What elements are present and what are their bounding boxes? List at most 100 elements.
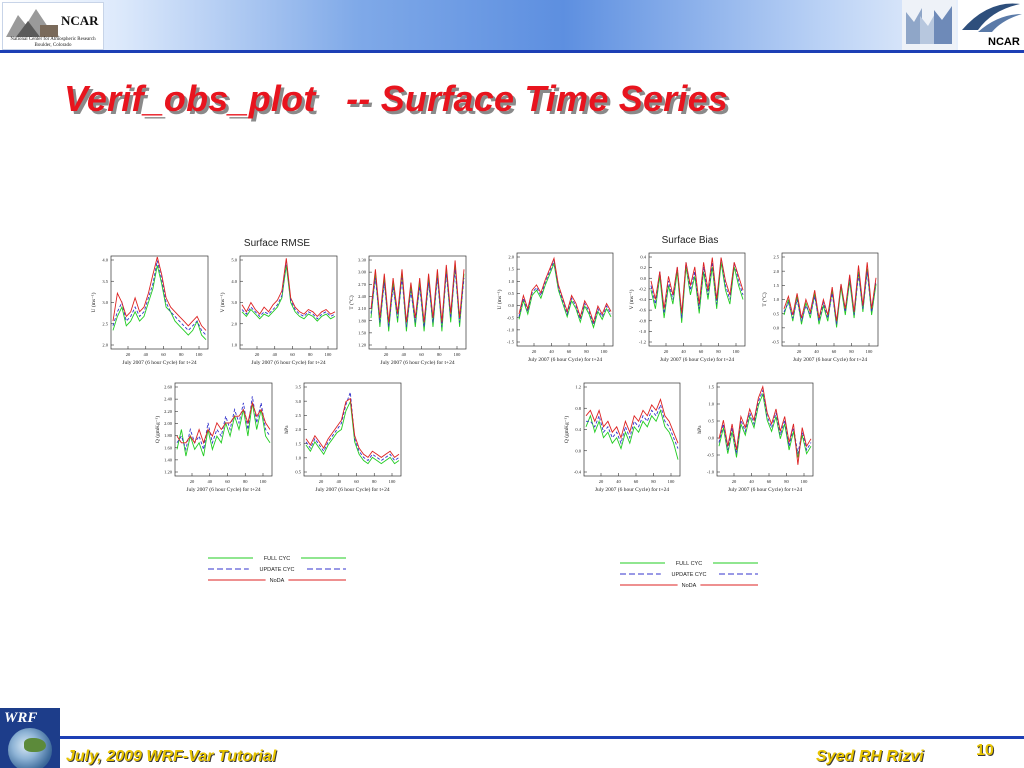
y-tick-label: 0.4 [640,255,646,260]
y-tick-label: 1.50 [358,330,367,335]
x-tick-label: 20 [732,479,737,484]
y-tick-label: -0.8 [639,318,647,323]
y-tick-label: 0.0 [508,303,514,308]
legend-label: UPDATE CYC [671,572,706,578]
series-line-noda [585,397,679,444]
panel-Q-bias: 1.2 0.8 0.4 0.0 -0.4 20 40 60 80 100 July 2007 (6 … [563,382,681,493]
y-tick-label: 2.0 [102,343,108,348]
ncar-box [958,0,1024,50]
page-title: Verif_obs_plot -- Surface Time Series [64,78,729,119]
y-axis-label: U (ms⁻¹) [496,289,503,309]
y-axis-label: Q (gmKg⁻¹) [154,416,161,443]
x-tick-label: 80 [784,479,789,484]
x-tick-label: 100 [454,352,462,357]
y-tick-label: 1.80 [164,433,173,438]
legend-label-bg [660,570,718,578]
legend-label: FULL CYC [676,561,702,567]
x-tick-label: 80 [243,479,248,484]
y-tick-label: 4.0 [231,279,237,284]
x-tick-label: 60 [767,479,772,484]
series-line-noda [370,260,465,323]
plot-frame [303,382,402,477]
chart-group-1: Surface RMSE 4.0 3.5 3.0 2.5 2.0 20 40 60 80 100 Ju… [90,238,467,584]
series-line-noda [718,385,812,465]
x-tick-label: 100 [325,352,333,357]
series-line-full-cyc [176,402,271,457]
chart-title: Surface Bias [662,235,719,246]
x-axis-label: July 2007 (6 hour Cycle) for t+24 [528,356,603,363]
x-axis-label: July 2007 (6 hour Cycle) for t+24 [315,486,390,493]
x-axis-label: July 2007 (6 hour Cycle) for t+24 [793,356,868,363]
y-tick-label: 1.5 [773,283,779,288]
y-tick-label: 2.5 [102,321,108,326]
x-tick-label: 80 [651,479,656,484]
y-tick-label: 2.10 [358,306,367,311]
y-tick-label: 2.40 [358,294,367,299]
series-line-full-cyc [518,261,612,329]
y-tick-label: 2.60 [164,385,173,390]
x-tick-label: 40 [337,479,342,484]
x-tick-label: 40 [681,349,686,354]
y-axis-label: V (ms⁻¹) [628,289,635,309]
x-tick-label: 100 [260,479,268,484]
legend-label-bg [253,554,301,562]
y-tick-label: 3.0 [295,399,301,404]
y-tick-label: 0.4 [575,427,581,432]
x-tick-label: 100 [668,479,676,484]
x-tick-label: 100 [196,352,204,357]
mmm-logo-icon [902,0,956,50]
y-tick-label: 1.20 [164,470,173,475]
page-number: 10 [976,742,994,759]
y-tick-label: 1.20 [358,343,367,348]
y-tick-label: 3.5 [295,385,301,390]
y-tick-label: 2.0 [231,321,237,326]
x-tick-label: 60 [699,349,704,354]
x-tick-label: 100 [801,479,809,484]
panel-V-bias: 0.4 0.2 0.0 -0.2 -0.4 -0.6 -0.8 -1.0 -1.2 20 40 60 8… [628,252,746,363]
x-tick-label: 100 [601,349,609,354]
legend-label-bg [265,576,289,584]
y-tick-label: -1.5 [507,340,515,345]
y-tick-label: -1.0 [639,329,647,334]
x-tick-label: 100 [866,349,874,354]
mountain-icon [6,9,60,37]
y-tick-label: 1.5 [508,267,514,272]
header-rule [0,50,1024,53]
wrf-logo-text: WRF [4,710,38,726]
y-tick-label: 1.40 [164,457,173,462]
y-tick-label: 0.2 [640,265,646,270]
header-band [0,0,1024,50]
y-tick-label: 1.60 [164,445,173,450]
x-tick-label: 60 [354,479,359,484]
y-tick-label: 4.0 [102,258,108,263]
series-line-update-cyc [370,269,465,327]
x-tick-label: 20 [319,479,324,484]
x-tick-label: 40 [273,352,278,357]
y-tick-label: 2.00 [164,421,173,426]
series-line-noda [650,257,744,314]
panel-T-bias: 2.5 2.0 1.5 1.0 0.5 0.0 -0.5 20 40 60 80 100 July 20… [761,252,879,363]
panel-Q-rmse: 2.60 2.40 2.20 2.00 1.80 1.60 1.40 1.20 20 40 60 80… [154,382,273,493]
y-axis-label: V (ms⁻¹) [219,292,226,312]
y-tick-label: 2.5 [773,255,779,260]
series-line-update-cyc [783,271,877,325]
y-tick-label: 0.5 [773,311,779,316]
x-tick-label: 40 [144,352,149,357]
legend-label: UPDATE CYC [259,567,294,573]
y-tick-label: 2.40 [164,397,173,402]
y-tick-label: 0.0 [708,436,714,441]
series-line-noda [176,401,271,445]
y-tick-label: -1.0 [507,327,515,332]
x-axis-label: July 2007 (6 hour Cycle) for t+24 [660,356,735,363]
x-tick-label: 100 [389,479,397,484]
x-tick-label: 60 [419,352,424,357]
panel-U-rmse: 4.0 3.5 3.0 2.5 2.0 20 40 60 80 100 July 2007 (6 h… [90,255,209,366]
legend: FULL CYC UPDATE CYC NoDA [208,554,346,584]
y-tick-label: -0.4 [639,297,647,302]
y-tick-label: 0.5 [295,470,301,475]
y-tick-label: -0.4 [574,470,582,475]
x-tick-label: 20 [255,352,260,357]
ncar-swoosh-icon [962,3,1022,32]
y-tick-label: 3.0 [102,300,108,305]
